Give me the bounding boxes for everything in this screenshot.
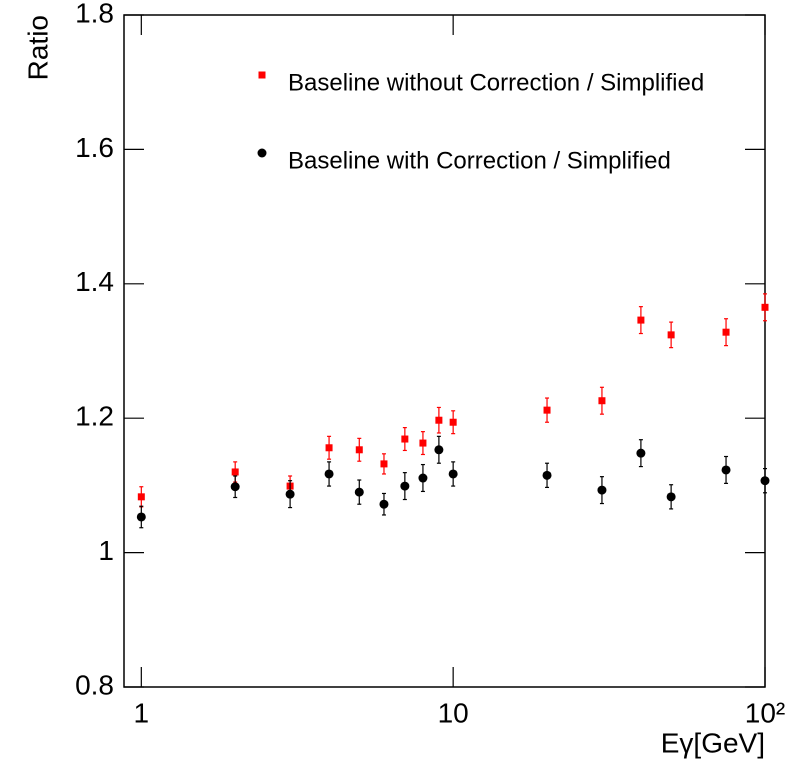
data-point xyxy=(597,485,607,495)
data-point xyxy=(636,448,646,458)
x-tick-label: 10 xyxy=(438,697,469,728)
y-tick-label: 0.8 xyxy=(75,669,114,700)
data-point xyxy=(324,469,334,479)
y-tick-label: 1.8 xyxy=(75,0,114,28)
data-point xyxy=(543,406,551,414)
data-point xyxy=(637,316,645,324)
y-tick-label: 1.4 xyxy=(75,266,114,297)
x-tick-label: 10² xyxy=(745,697,785,728)
data-point xyxy=(434,445,444,455)
data-point xyxy=(666,492,676,502)
data-point xyxy=(419,439,427,447)
data-point xyxy=(285,489,295,499)
legend-marker xyxy=(258,71,266,79)
data-point xyxy=(230,482,240,492)
x-axis-label: Eγ[GeV] xyxy=(661,727,765,758)
data-point xyxy=(760,476,770,486)
x-tick-label: 1 xyxy=(134,697,150,728)
y-tick-label: 1.2 xyxy=(75,401,114,432)
data-point xyxy=(137,493,145,501)
data-point xyxy=(400,481,410,491)
data-point xyxy=(136,512,146,522)
legend-marker xyxy=(257,148,267,158)
data-point xyxy=(435,416,443,424)
legend-label: Baseline without Correction / Simplified xyxy=(288,69,704,96)
data-point xyxy=(418,473,428,483)
y-tick-label: 1 xyxy=(98,535,114,566)
data-point xyxy=(379,499,389,509)
data-point xyxy=(721,465,731,475)
data-point xyxy=(448,469,458,479)
data-point xyxy=(401,435,409,443)
data-point xyxy=(449,418,457,426)
data-point xyxy=(380,460,388,468)
plot-frame xyxy=(123,14,766,688)
data-point xyxy=(722,328,730,336)
data-point xyxy=(231,468,239,476)
data-point xyxy=(354,487,364,497)
data-point xyxy=(667,331,675,339)
y-axis-label: Ratio xyxy=(22,15,53,80)
data-point xyxy=(761,303,769,311)
data-point xyxy=(598,397,606,405)
y-tick-label: 1.6 xyxy=(75,132,114,163)
legend-label: Baseline with Correction / Simplified xyxy=(288,147,671,174)
data-point xyxy=(325,444,333,452)
data-point xyxy=(355,446,363,454)
data-point xyxy=(542,470,552,480)
